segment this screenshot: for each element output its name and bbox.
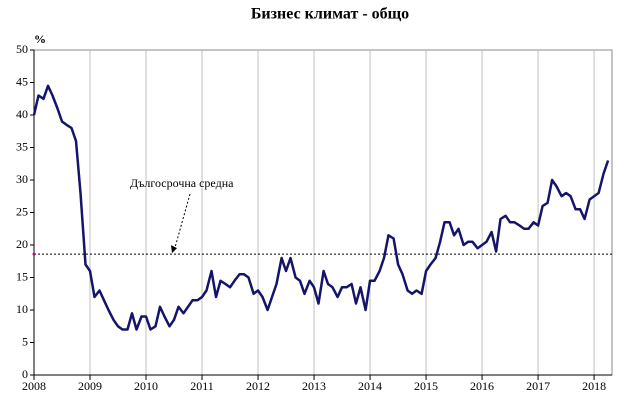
x-tick-label: 2008: [22, 379, 46, 393]
reference-marker: [32, 252, 36, 256]
annotation-arrow: [173, 193, 191, 252]
plot-frame: [33, 49, 613, 376]
y-tick-label: 10: [16, 302, 28, 316]
y-tick-label: 45: [16, 74, 28, 88]
y-tick-label: 40: [16, 107, 28, 121]
x-tick-label: 2014: [358, 379, 382, 393]
x-tick-label: 2009: [78, 379, 102, 393]
y-tick-label: 35: [16, 139, 28, 153]
reference-label: Дългосрочна средна: [130, 176, 234, 190]
arrow-head: [171, 245, 177, 254]
x-tick-label: 2015: [414, 379, 438, 393]
x-tick-label: 2012: [246, 379, 270, 393]
x-tick-label: 2011: [190, 379, 214, 393]
x-tick-label: 2017: [526, 379, 550, 393]
y-tick-label: 15: [16, 269, 28, 283]
x-tick-label: 2013: [302, 379, 326, 393]
y-tick-label: 30: [16, 172, 28, 186]
chart-title: Бизнес климат - общо: [251, 6, 409, 23]
y-tick-label: 50: [16, 42, 28, 56]
y-unit: %: [34, 32, 46, 46]
x-tick-label: 2010: [134, 379, 158, 393]
y-tick-label: 20: [16, 237, 28, 251]
y-tick-label: 0: [22, 367, 28, 381]
data-line: [32, 84, 610, 331]
y-tick-label: 5: [22, 334, 28, 348]
x-tick-label: 2016: [470, 379, 494, 393]
y-tick-label: 25: [16, 204, 28, 218]
x-tick-label: 2018: [582, 379, 606, 393]
